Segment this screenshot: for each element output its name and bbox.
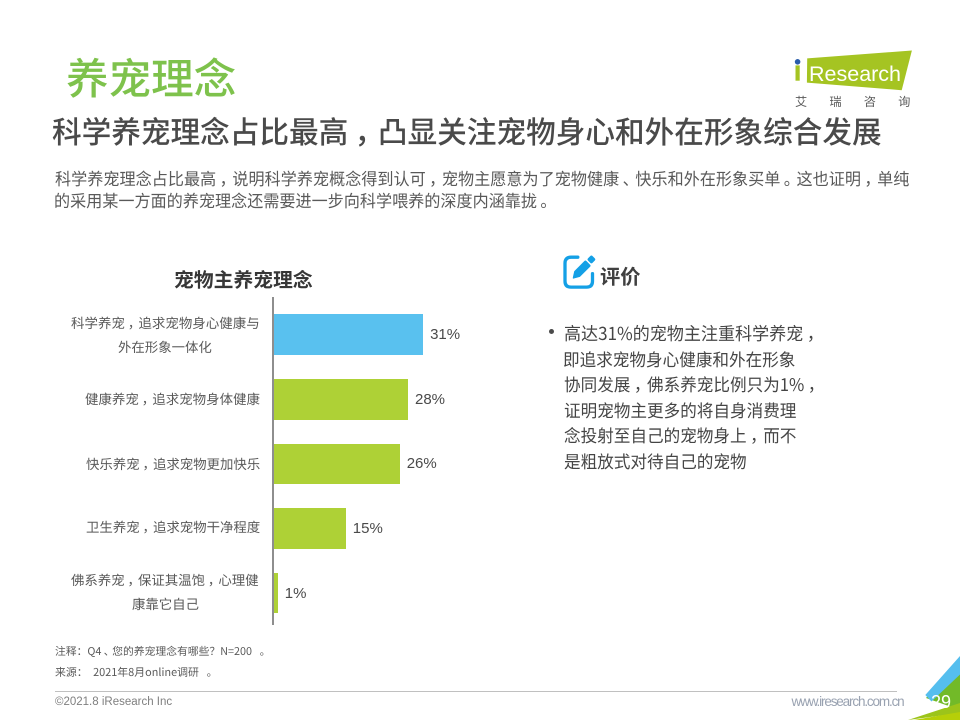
svg-text:Research: Research — [809, 62, 901, 86]
